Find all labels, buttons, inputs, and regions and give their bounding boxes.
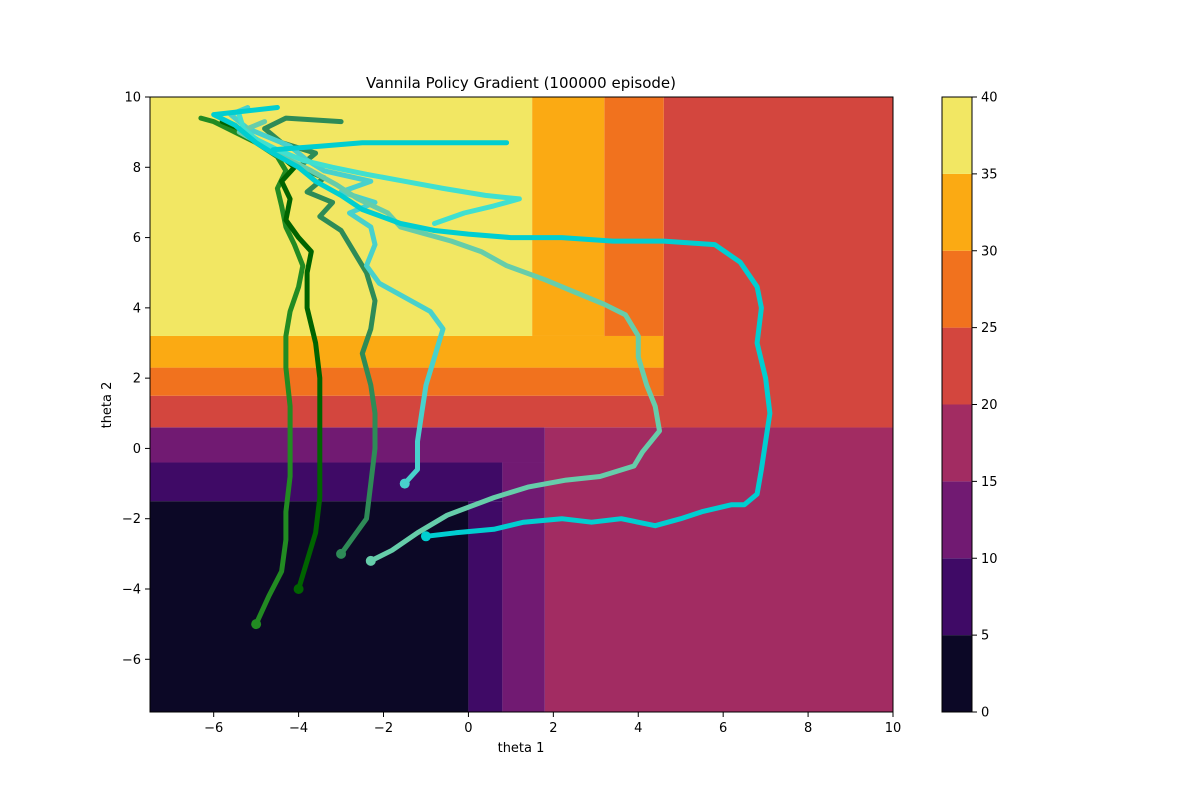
chart-title: Vannila Policy Gradient (100000 episode) [366,74,676,92]
colorbar-segment [942,481,972,559]
colorbar: 0 5 10 15 20 25 30 35 40 [941,91,998,721]
colorbar-segment [942,250,972,328]
trajectory-start-marker [336,548,347,559]
colorbar-tick-label: 35 [981,167,998,182]
x-tick-label: 10 [885,721,902,736]
trajectory-line [228,105,446,487]
trajectory-start-marker [251,619,262,630]
colorbar-tick-label: 25 [981,321,998,336]
y-tick-label: −4 [122,583,141,598]
y-tick-label: 8 [133,161,141,176]
colorbar-tick-label: 0 [981,706,989,721]
plot-frame [149,96,894,713]
x-axis: −6 −4 −2 0 2 4 6 8 10 [204,712,901,736]
y-axis-label: theta 2 [100,382,115,429]
x-tick-label: 0 [464,721,472,736]
heatmap-region [663,97,893,428]
y-tick-label: 10 [124,91,141,106]
colorbar-segment [942,327,972,405]
colorbar-segment [942,404,972,482]
colorbar-segment [942,173,972,251]
heatmap [150,97,893,712]
colorbar-tick-label: 30 [981,244,998,259]
heatmap-region [150,427,545,463]
trajectory-start-marker [399,478,410,489]
y-tick-label: 2 [133,372,141,387]
x-tick-label: 4 [634,721,642,736]
y-tick-label: 6 [133,231,141,246]
y-tick-label: 4 [133,301,141,316]
x-tick-label: 6 [719,721,727,736]
colorbar-segment [942,635,972,712]
y-axis: −6 −4 −2 0 2 4 6 8 10 [122,91,150,668]
trajectory-line [236,112,522,226]
trajectory-start-marker [420,531,431,542]
heatmap-region [544,427,893,712]
trajectories [198,105,773,630]
y-tick-label: −2 [122,512,141,527]
heatmap-region [468,501,503,712]
x-tick-label: −4 [289,721,308,736]
colorbar-segment [942,558,972,636]
x-tick-label: 2 [549,721,557,736]
colorbar-tick-label: 15 [981,475,998,490]
colorbar-segment [942,97,972,174]
trajectory-line [211,105,773,539]
trajectory-line [270,140,510,153]
heatmap-region [502,462,545,712]
heatmap-region [150,97,533,336]
x-tick-label: −2 [374,721,393,736]
heatmap-region [532,97,605,336]
trajectory-start-marker [293,584,304,594]
plot-area [149,96,894,713]
y-tick-label: 0 [133,442,141,457]
heatmap-region [150,462,503,502]
x-tick-label: −6 [204,721,223,736]
colorbar-tick-label: 40 [981,91,998,106]
colorbar-tick-label: 20 [981,398,998,413]
x-axis-label: theta 1 [498,741,545,756]
colorbar-tick-label: 5 [981,629,989,644]
trajectory-start-marker [365,555,376,566]
y-tick-label: −6 [122,653,141,668]
x-tick-label: 8 [804,721,812,736]
colorbar-tick-label: 10 [981,552,998,567]
heatmap-region [604,97,664,336]
trajectory-line [236,119,662,564]
